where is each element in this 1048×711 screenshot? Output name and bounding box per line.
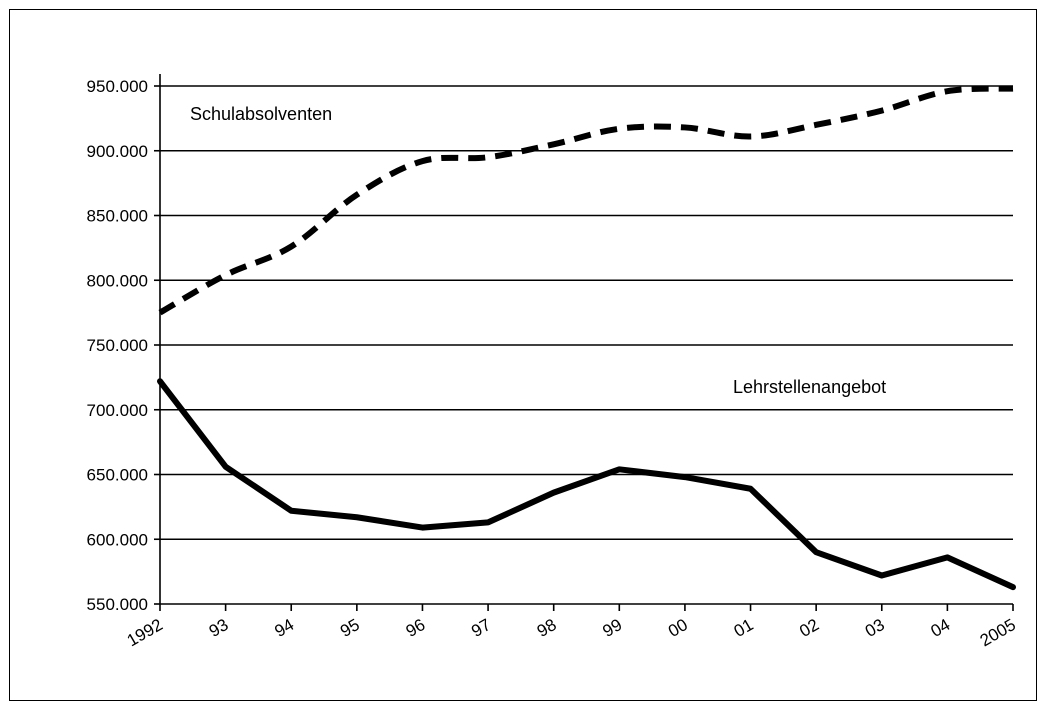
data-point-schulabsolventen-95 [355,193,359,197]
data-point-schulabsolventen-93 [224,273,228,277]
x-tick-label: 02 [796,615,822,641]
y-tick-label: 850.000 [87,207,148,226]
y-tick-label: 950.000 [87,77,148,96]
data-point-lehrstellenangebot-2005 [1011,585,1015,589]
series-label-schulabsolventen: Schulabsolventen [190,104,332,124]
y-tick-label: 600.000 [87,530,148,549]
data-point-lehrstellenangebot-93 [224,465,228,469]
data-point-schulabsolventen-97 [486,155,490,159]
data-point-schulabsolventen-98 [552,142,556,146]
data-point-schulabsolventen-96 [420,159,424,163]
x-tick-label: 98 [534,615,560,641]
y-tick-label: 550.000 [87,595,148,614]
x-tick-label: 00 [665,615,691,641]
data-point-lehrstellenangebot-95 [355,515,359,519]
data-point-schulabsolventen-94 [289,245,293,249]
y-tick-label: 700.000 [87,401,148,420]
data-point-lehrstellenangebot-98 [552,491,556,495]
series-label-lehrstellenangebot: Lehrstellenangebot [733,377,886,397]
data-point-lehrstellenangebot-1992 [158,379,162,383]
data-point-schulabsolventen-1992 [158,311,162,315]
x-tick-label: 04 [927,615,953,641]
x-tick-label: 1992 [124,615,166,650]
data-point-schulabsolventen-01 [749,135,753,139]
data-point-schulabsolventen-00 [683,125,687,129]
axes [154,74,1014,611]
series-line-schulabsolventen [158,85,1014,316]
x-tick-label: 01 [731,615,757,641]
x-tick-labels: 1992 93 94 95 96 97 98 99 00 01 02 03 04 2005 [124,615,1019,650]
x-tick-label: 03 [862,615,888,641]
x-tick-label: 97 [468,615,494,641]
data-point-lehrstellenangebot-03 [880,574,884,578]
y-tick-label: 900.000 [87,142,148,161]
series-labels: Schulabsolventen Lehrstellenangebot [190,104,886,397]
y-tick-label: 800.000 [87,271,148,290]
data-point-schulabsolventen-2005 [1011,87,1015,91]
data-point-lehrstellenangebot-02 [814,550,818,554]
data-point-schulabsolventen-04 [945,89,949,93]
data-point-lehrstellenangebot-99 [617,467,621,471]
data-point-schulabsolventen-99 [617,127,621,131]
gridlines [160,85,1013,541]
x-tick-label: 99 [599,615,625,641]
series-line-lehrstellenangebot [157,378,1016,591]
data-point-lehrstellenangebot-00 [683,475,687,479]
y-tick-label: 650.000 [87,466,148,485]
series-lines [157,85,1016,591]
data-point-lehrstellenangebot-01 [749,487,753,491]
x-tick-label: 2005 [977,615,1019,650]
data-point-lehrstellenangebot-94 [289,509,293,513]
x-tick-label: 96 [403,615,429,641]
x-tick-label: 93 [206,615,232,641]
chart-frame [9,9,1037,701]
data-point-schulabsolventen-02 [814,123,818,127]
y-tick-labels: 550.000 600.000 650.000 700.000 750.000 800.0… [87,77,148,614]
x-tick-label: 94 [271,615,297,641]
y-tick-label: 750.000 [87,336,148,355]
data-point-schulabsolventen-03 [880,109,884,113]
x-tick-label: 95 [337,615,363,641]
data-point-lehrstellenangebot-96 [420,526,424,530]
data-point-lehrstellenangebot-04 [945,555,949,559]
data-point-lehrstellenangebot-97 [486,520,490,524]
